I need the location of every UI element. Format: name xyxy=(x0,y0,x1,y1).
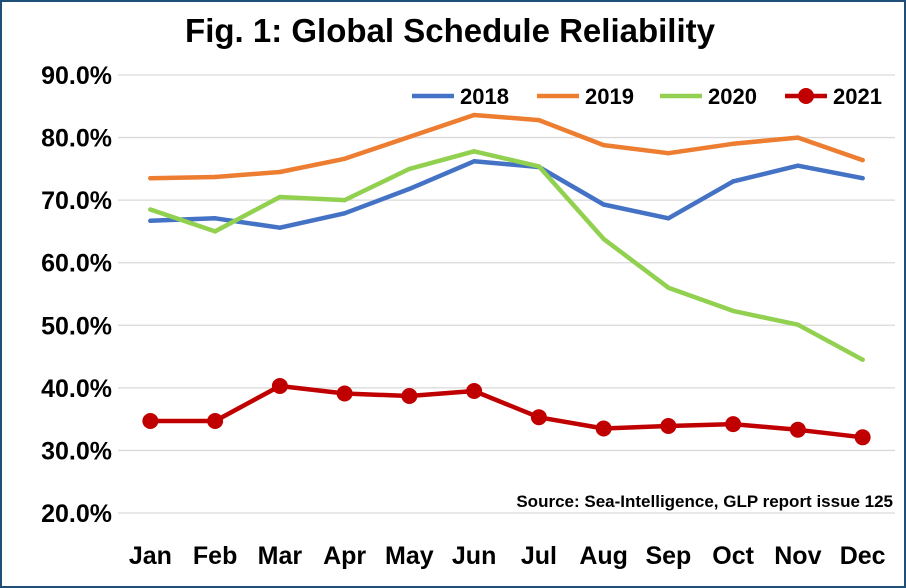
y-tick-label: 20.0% xyxy=(41,500,112,528)
x-tick-label: Nov xyxy=(774,542,821,570)
data-point xyxy=(342,197,347,203)
legend-label: 2021 xyxy=(833,84,882,109)
legend-item-2021: 2021 xyxy=(785,84,882,109)
data-point xyxy=(336,385,353,402)
data-point xyxy=(277,169,283,175)
x-tick-label: Apr xyxy=(323,542,366,570)
x-tick-label: Mar xyxy=(258,542,303,570)
chart-title: Fig. 1: Global Schedule Reliability xyxy=(185,12,716,49)
data-point xyxy=(142,413,159,430)
series-line-2021 xyxy=(148,383,865,440)
data-point xyxy=(148,176,153,181)
data-point xyxy=(666,285,671,290)
y-tick-label: 80.0% xyxy=(41,125,112,153)
data-point xyxy=(536,117,542,123)
legend-label: 2018 xyxy=(460,84,509,109)
series-line-2019 xyxy=(148,112,865,181)
data-point xyxy=(471,112,477,118)
series-line-2018 xyxy=(148,159,865,230)
data-point xyxy=(407,134,412,140)
source-note: Source: Sea-Intelligence, GLP report iss… xyxy=(516,492,893,511)
data-point xyxy=(277,194,283,200)
data-point xyxy=(342,156,347,162)
x-tick-label: Sep xyxy=(645,542,691,570)
series-2019 xyxy=(148,112,865,181)
x-tick-label: Aug xyxy=(579,542,628,570)
y-tick-label: 60.0% xyxy=(41,250,112,278)
series-2021 xyxy=(142,377,871,446)
data-point xyxy=(601,236,606,242)
data-point xyxy=(660,418,677,435)
data-point xyxy=(466,382,483,399)
series-line-2020 xyxy=(148,149,865,362)
data-point xyxy=(795,135,801,140)
data-point xyxy=(795,322,801,327)
data-point xyxy=(271,377,288,394)
data-point xyxy=(148,207,153,212)
y-tick-label: 50.0% xyxy=(41,312,112,340)
y-tick-label: 40.0% xyxy=(41,375,112,403)
data-point xyxy=(207,413,224,430)
data-point xyxy=(730,179,736,184)
data-point xyxy=(601,202,606,207)
data-point xyxy=(860,176,865,181)
series-2018 xyxy=(148,159,865,230)
series-2020 xyxy=(148,149,865,362)
data-point xyxy=(342,211,347,216)
data-point xyxy=(795,163,801,168)
data-point xyxy=(212,216,218,221)
legend-label: 2020 xyxy=(708,84,757,109)
y-axis-ticks: 20.0% 30.0% 40.0% 50.0% 60.0% 70.0% 80.0% 90.0% xyxy=(41,62,112,528)
x-tick-label: Dec xyxy=(840,542,886,570)
data-point xyxy=(601,142,606,148)
legend: 2018 2019 2020 2021 xyxy=(412,84,882,109)
series-lines xyxy=(142,112,871,446)
data-point xyxy=(530,409,547,426)
legend-marker xyxy=(798,88,814,104)
x-tick-label: Oct xyxy=(712,542,754,570)
data-point xyxy=(401,387,418,404)
x-tick-label: Feb xyxy=(193,542,237,570)
legend-label: 2019 xyxy=(585,84,634,109)
x-tick-label: Jan xyxy=(129,542,172,570)
data-point xyxy=(407,166,412,172)
x-tick-label: Jun xyxy=(452,542,496,570)
gridlines xyxy=(118,74,895,514)
data-point xyxy=(730,308,736,314)
legend-item-2019: 2019 xyxy=(537,84,634,109)
y-tick-label: 90.0% xyxy=(41,62,112,90)
legend-item-2020: 2020 xyxy=(660,84,757,109)
data-point xyxy=(471,149,477,154)
data-point xyxy=(789,421,806,438)
data-point xyxy=(536,164,542,169)
data-point xyxy=(730,141,736,147)
data-point xyxy=(212,229,218,234)
data-point xyxy=(666,216,671,221)
data-point xyxy=(212,174,218,180)
legend-item-2018: 2018 xyxy=(412,84,509,109)
data-point xyxy=(725,416,742,433)
x-axis-ticks: Jan Feb Mar Apr May Jun Jul Aug Sep Oct Nov Dec xyxy=(129,542,886,570)
data-point xyxy=(666,151,671,156)
data-point xyxy=(407,186,412,192)
y-tick-label: 30.0% xyxy=(41,437,112,465)
x-tick-label: May xyxy=(385,542,434,570)
data-point xyxy=(860,157,865,163)
x-tick-label: Jul xyxy=(521,542,557,570)
data-point xyxy=(471,159,477,164)
data-point xyxy=(277,225,283,230)
data-point xyxy=(595,420,612,437)
data-point xyxy=(860,357,865,362)
data-point xyxy=(854,429,871,446)
data-point xyxy=(148,218,153,223)
y-tick-label: 70.0% xyxy=(41,187,112,215)
